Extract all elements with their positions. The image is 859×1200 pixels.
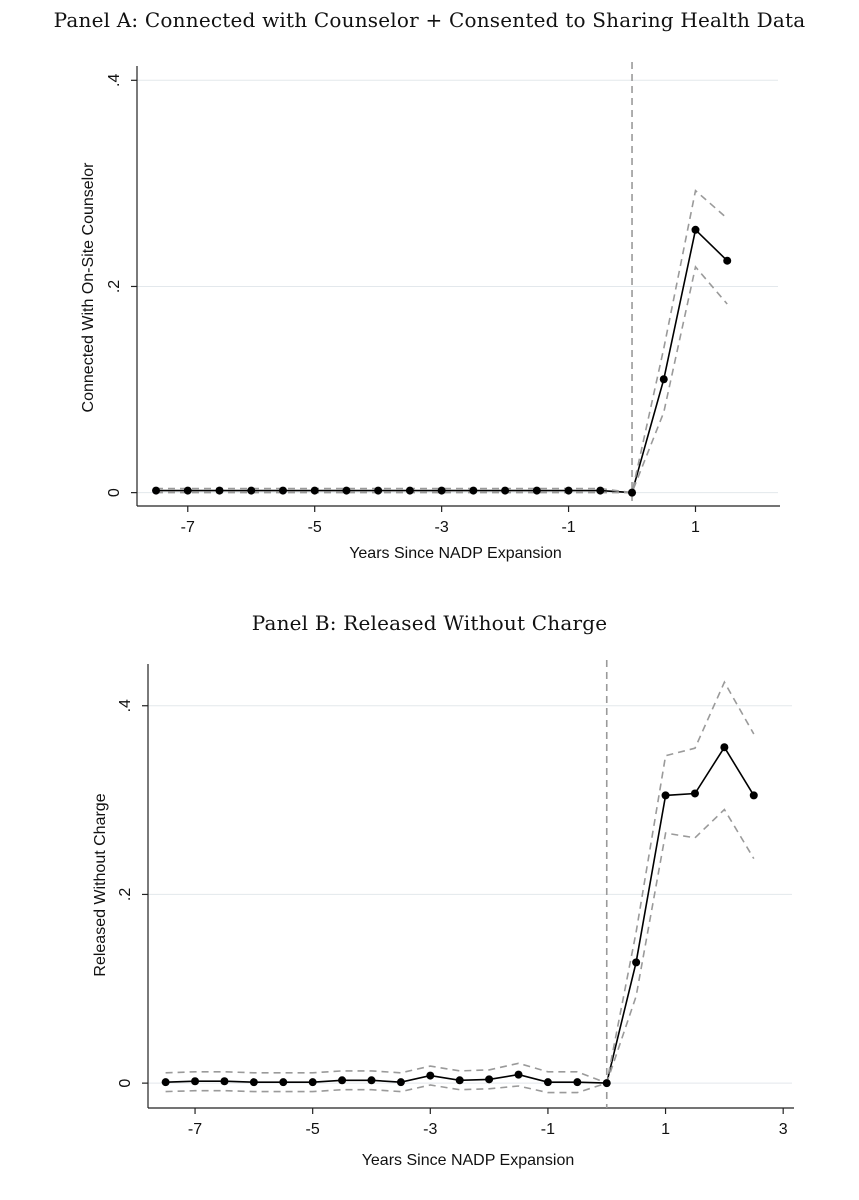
panel-b-data-point-5 (308, 1078, 317, 1087)
panel-a-data-point-9 (437, 486, 446, 495)
panel-b-y-tick-label-0: 0 (117, 1079, 134, 1088)
panel-b-data-point-13 (543, 1078, 552, 1087)
panel-b-chart: 0 .2 .4 -7 -5 -3 -1 1 3 Years Since NADP Expansio… (92, 660, 794, 1169)
panel-b-lower-ci-line (165, 808, 755, 1094)
panel-a-data-point-15 (628, 488, 637, 497)
panel-b-data-point-10 (455, 1076, 464, 1085)
panel-a-data-point-14 (596, 486, 605, 495)
panel-b-data-point-9 (426, 1071, 435, 1080)
panel-a-x-tick-label-2: -3 (435, 519, 449, 536)
panel-b-data-point-20 (749, 791, 758, 800)
panel-b-data-point-4 (279, 1078, 288, 1087)
panel-a-data-point-7 (374, 486, 383, 495)
panel-a-data-point-12 (532, 486, 541, 495)
panel-b-data-point-0 (161, 1078, 170, 1087)
panel-a-data-point-0 (152, 486, 161, 495)
panel-b-upper-ci-line (165, 680, 755, 1085)
panel-a-data-point-2 (215, 486, 224, 495)
panel-b-x-tick-label-4: 1 (661, 1121, 670, 1138)
panel-b-data-point-18 (690, 789, 699, 798)
panel-b-data-point-16 (632, 958, 641, 967)
panel-a-data-point-6 (342, 486, 351, 495)
panel-b-x-tick-label-2: -3 (423, 1121, 437, 1138)
panel-b-data-point-12 (514, 1070, 523, 1079)
panel-a-chart: 0 .2 .4 -7 -5 -3 -1 1 Years Since NADP Expansion… (80, 62, 780, 562)
panel-b-x-tick-label-5: 3 (779, 1121, 788, 1138)
panel-b-data-point-11 (485, 1075, 494, 1084)
panel-a-data-point-10 (469, 486, 478, 495)
panel-b-y-tick-label-1: .2 (117, 888, 134, 901)
panel-a-data-point-16 (659, 375, 668, 384)
panel-a-estimate-line (156, 228, 728, 494)
panel-b-title: Panel B: Released Without Charge (251, 611, 608, 635)
panel-a-data-point-11 (501, 486, 510, 495)
panel-a-data-point-13 (564, 486, 573, 495)
panel-b-x-axis-label: Years Since NADP Expansion (362, 1152, 575, 1169)
panel-b-data-point-3 (249, 1078, 258, 1087)
panel-a-data-point-5 (310, 486, 319, 495)
panel-a-y-axis-label: Connected With On-Site Counselor (80, 162, 97, 413)
panel-a-y-tick-label-1: .2 (106, 280, 123, 293)
panel-b-y-tick-label-2: .4 (117, 699, 134, 712)
panel-a-x-tick-label-0: -7 (181, 519, 195, 536)
panel-b-data-point-8 (396, 1078, 405, 1087)
panel-a-data-point-8 (405, 486, 414, 495)
panel-b-data-point-15 (602, 1079, 611, 1088)
panel-a-y-tick-label-2: .4 (106, 74, 123, 87)
panel-a-x-tick-label-3: -1 (561, 519, 575, 536)
panel-a-data-point-3 (247, 486, 256, 495)
panel-b-data-point-14 (573, 1078, 582, 1087)
panel-a-x-tick-label-4: 1 (691, 519, 700, 536)
panel-a-data-point-1 (183, 486, 192, 495)
panel-a-data-point-17 (691, 225, 700, 234)
panel-b-x-tick-label-0: -7 (188, 1121, 202, 1138)
panel-b-data-point-17 (661, 791, 670, 800)
panel-b-y-axis-label: Released Without Charge (92, 793, 109, 976)
panel-b-x-tick-label-1: -5 (306, 1121, 320, 1138)
panel-b-x-tick-label-3: -1 (541, 1121, 555, 1138)
panel-a-title: Panel A: Connected with Counselor + Cons… (53, 8, 806, 32)
panel-b-data-point-19 (720, 743, 729, 752)
panel-b-data-point-2 (220, 1077, 229, 1086)
panel-a-data-point-18 (723, 256, 732, 265)
panel-b-data-point-7 (367, 1076, 376, 1085)
panel-a-upper-ci-line (156, 189, 728, 494)
panel-a-data-point-4 (278, 486, 287, 495)
panel-a-x-tick-label-1: -5 (308, 519, 322, 536)
panel-a-x-axis-label: Years Since NADP Expansion (349, 545, 562, 562)
panel-b-data-point-1 (191, 1077, 200, 1086)
panel-a-y-tick-label-0: 0 (106, 488, 123, 497)
panel-b-data-point-6 (338, 1076, 347, 1085)
